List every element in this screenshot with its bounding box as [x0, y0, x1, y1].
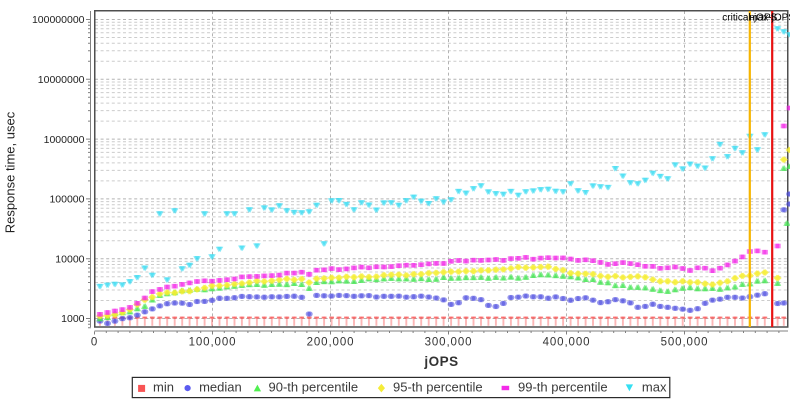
svg-text:90-th percentile: 90-th percentile: [269, 379, 359, 394]
svg-text:critical-jOPS: critical-jOPS: [722, 13, 777, 24]
svg-text:200,000: 200,000: [307, 337, 355, 349]
svg-text:1000: 1000: [61, 313, 85, 325]
svg-text:max-jOPS: max-jOPS: [749, 13, 795, 24]
svg-text:400,000: 400,000: [543, 337, 591, 349]
svg-text:10000000: 10000000: [38, 74, 85, 86]
svg-text:95-th percentile: 95-th percentile: [393, 379, 483, 394]
svg-text:500,000: 500,000: [661, 337, 709, 349]
svg-text:1000000: 1000000: [44, 134, 85, 146]
svg-text:100000000: 100000000: [32, 14, 85, 26]
svg-text:100000: 100000: [49, 194, 84, 206]
svg-text:0: 0: [91, 337, 98, 349]
svg-text:jOPS: jOPS: [423, 354, 458, 369]
svg-text:300,000: 300,000: [425, 337, 473, 349]
svg-text:median: median: [199, 379, 242, 394]
svg-text:10000: 10000: [55, 253, 84, 265]
svg-text:Response time, usec: Response time, usec: [3, 111, 18, 233]
svg-text:99-th percentile: 99-th percentile: [518, 379, 608, 394]
svg-text:100,000: 100,000: [189, 337, 237, 349]
svg-text:max: max: [642, 379, 667, 394]
svg-text:min: min: [153, 379, 174, 394]
